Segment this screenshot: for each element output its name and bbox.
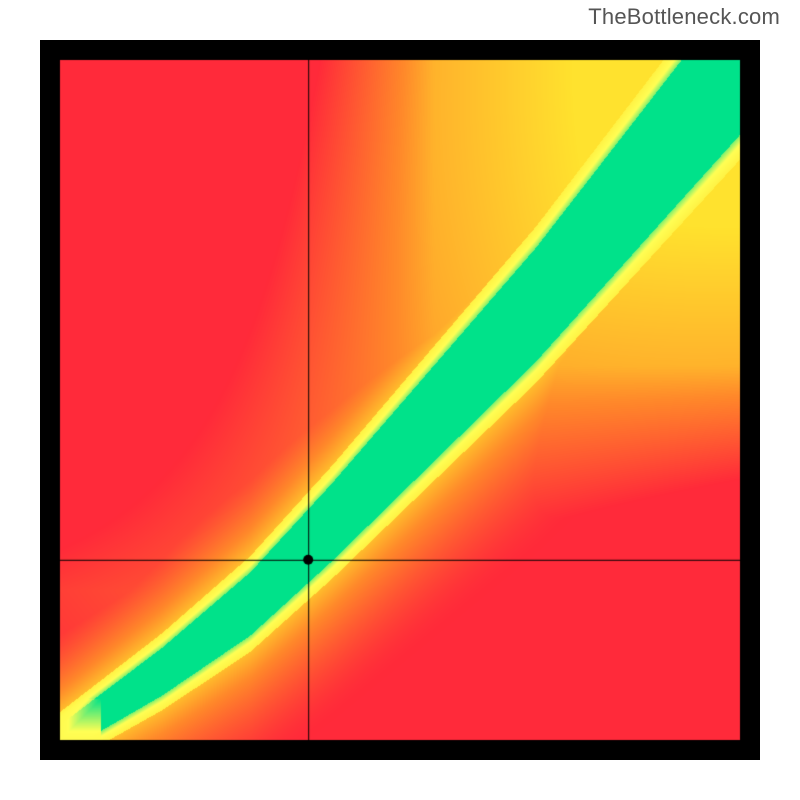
- figure-root: TheBottleneck.com: [0, 0, 800, 800]
- plot-frame: [40, 40, 760, 760]
- heatmap-canvas: [40, 40, 760, 760]
- watermark-text: TheBottleneck.com: [588, 4, 780, 30]
